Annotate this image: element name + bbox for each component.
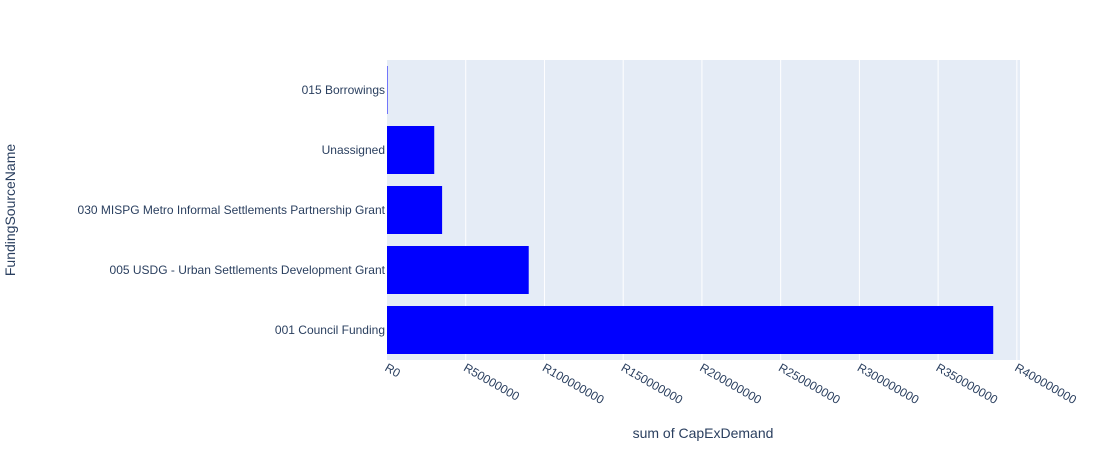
y-tick-label: Unassigned: [322, 143, 385, 157]
bar[interactable]: [387, 126, 435, 174]
bar[interactable]: [387, 246, 529, 294]
x-tick-label: R200000000: [697, 360, 764, 407]
y-axis-title: FundingSourceName: [2, 144, 18, 277]
x-tick-label: R100000000: [540, 360, 607, 407]
x-axis-title: sum of CapExDemand: [633, 425, 774, 441]
x-tick-label: R250000000: [776, 360, 843, 407]
x-tick-label: R0: [383, 360, 404, 380]
bar[interactable]: [387, 66, 388, 114]
y-tick-label: 015 Borrowings: [302, 83, 385, 97]
x-tick-label: R400000000: [1012, 360, 1079, 407]
x-tick-label: R300000000: [855, 360, 922, 407]
x-tick-labels: R0 R50000000 R100000000 R150000000 R20000000…: [383, 360, 1080, 407]
bars: [387, 66, 994, 354]
x-tick-label: R50000000: [461, 360, 522, 403]
y-tick-label: 030 MISPG Metro Informal Settlements Par…: [78, 203, 386, 217]
bar[interactable]: [387, 306, 994, 354]
bar[interactable]: [387, 186, 443, 234]
y-tick-label: 005 USDG - Urban Settlements Development…: [110, 263, 386, 277]
x-tick-label: R150000000: [619, 360, 686, 407]
x-tick-label: R350000000: [934, 360, 1001, 407]
y-tick-labels: 015 Borrowings Unassigned 030 MISPG Metro …: [78, 83, 386, 337]
y-tick-label: 001 Council Funding: [275, 323, 385, 337]
